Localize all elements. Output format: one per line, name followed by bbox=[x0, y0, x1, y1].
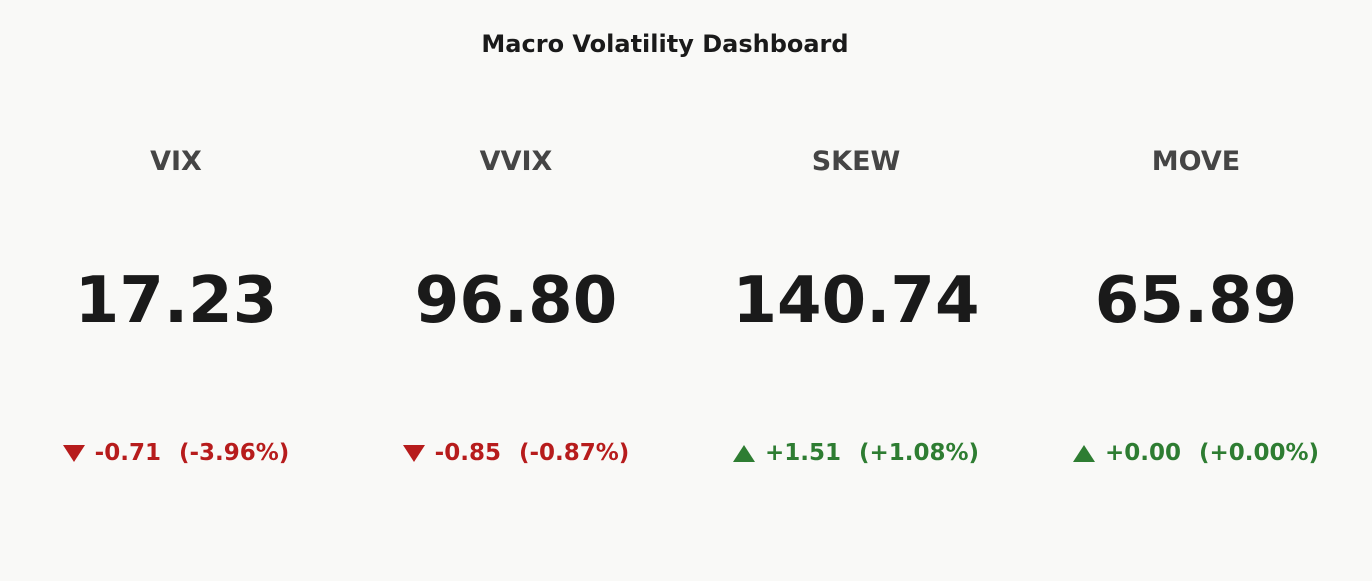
indicator-name: MOVE bbox=[1151, 146, 1241, 177]
indicator: VVIX 96.80 -0.85 (-0.87%) bbox=[346, 0, 686, 581]
indicator-value: 140.74 bbox=[732, 264, 980, 338]
indicator-name: SKEW bbox=[811, 146, 901, 177]
delta-value: +0.00 bbox=[1104, 440, 1181, 466]
delta: -0.71 (-3.96%) bbox=[6, 440, 346, 466]
indicator-name: VVIX bbox=[479, 146, 553, 177]
up-arrow bbox=[1072, 445, 1095, 462]
indicator-value: 96.80 bbox=[414, 264, 618, 338]
up-arrow bbox=[732, 445, 755, 462]
dashboard-title: Macro Volatility Dashboard bbox=[481, 30, 849, 58]
arrow-shape bbox=[402, 445, 425, 462]
delta-percent: (-0.87%) bbox=[518, 440, 630, 466]
arrow-shape bbox=[732, 445, 755, 462]
delta-percent: (+1.08%) bbox=[858, 440, 980, 466]
down-arrow bbox=[62, 445, 85, 462]
arrow-shape bbox=[1072, 445, 1095, 462]
delta: -0.85 (-0.87%) bbox=[346, 440, 686, 466]
indicator-value: 17.23 bbox=[74, 264, 278, 338]
indicator: SKEW 140.74 +1.51 (+1.08%) bbox=[686, 0, 1026, 581]
indicator: MOVE 65.89 +0.00 (+0.00%) bbox=[1026, 0, 1366, 581]
down-arrow bbox=[402, 445, 425, 462]
delta-value: -0.71 bbox=[94, 440, 161, 466]
arrow-shape bbox=[62, 445, 85, 462]
indicator-name: VIX bbox=[150, 146, 202, 177]
delta-value: +1.51 bbox=[764, 440, 841, 466]
delta-percent: (+0.00%) bbox=[1198, 440, 1320, 466]
delta: +0.00 (+0.00%) bbox=[1026, 440, 1366, 466]
indicator: VIX 17.23 -0.71 (-3.96%) bbox=[6, 0, 346, 581]
indicator-value: 65.89 bbox=[1094, 264, 1298, 338]
delta-percent: (-3.96%) bbox=[178, 440, 290, 466]
delta-value: -0.85 bbox=[434, 440, 501, 466]
delta: +1.51 (+1.08%) bbox=[686, 440, 1026, 466]
